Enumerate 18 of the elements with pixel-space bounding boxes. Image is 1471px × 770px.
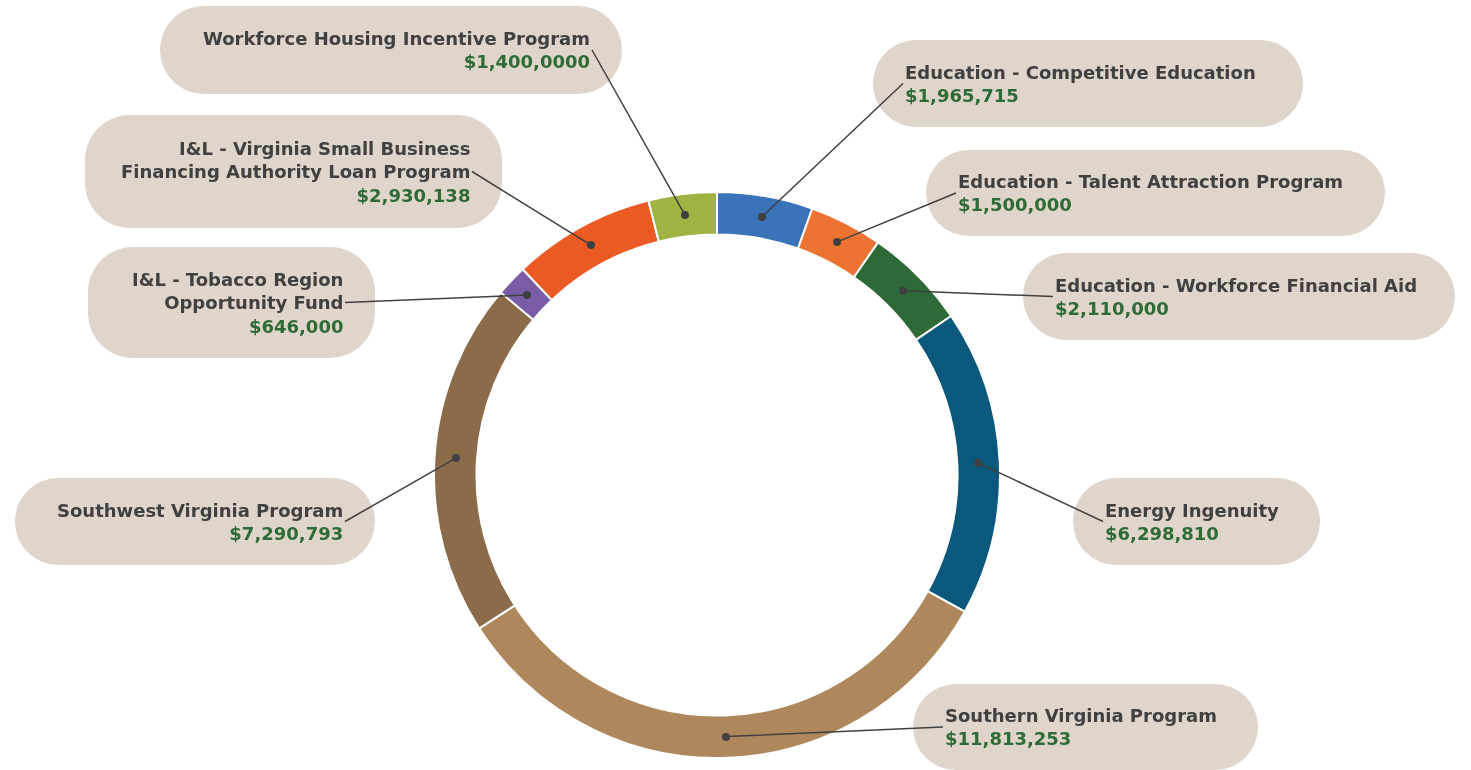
data-label: $11,813,253 [945, 728, 1072, 750]
slice-label: Education - Workforce Financial Aid [1055, 275, 1418, 296]
slice-label: Southern Virginia Program [945, 705, 1217, 726]
data-label: $2,930,138 [356, 184, 471, 206]
data-label: $2,110,000 [1055, 298, 1169, 320]
slice-label: Education - Competitive Education [905, 62, 1256, 83]
slice-label: I&L - Tobacco Region Opportunity Fund [132, 269, 344, 314]
data-label: $646,000 [248, 315, 344, 337]
data-label: $1,500,000 [958, 194, 1072, 216]
slice-label: Workforce Housing Incentive Program [203, 28, 591, 49]
data-label: $6,298,810 [1105, 523, 1219, 545]
slice-label: Energy Ingenuity [1105, 500, 1280, 521]
slice-label: Southwest Virginia Program [57, 500, 344, 521]
slice-label: Education - Talent Attraction Program [958, 171, 1344, 192]
data-label: $1,965,715 [905, 85, 1019, 107]
data-label: $7,290,793 [229, 523, 344, 545]
data-label: $1,400,0000 [463, 51, 591, 73]
slice-label: I&L - Virginia Small Business Financing Authority Loan Program [121, 138, 471, 183]
